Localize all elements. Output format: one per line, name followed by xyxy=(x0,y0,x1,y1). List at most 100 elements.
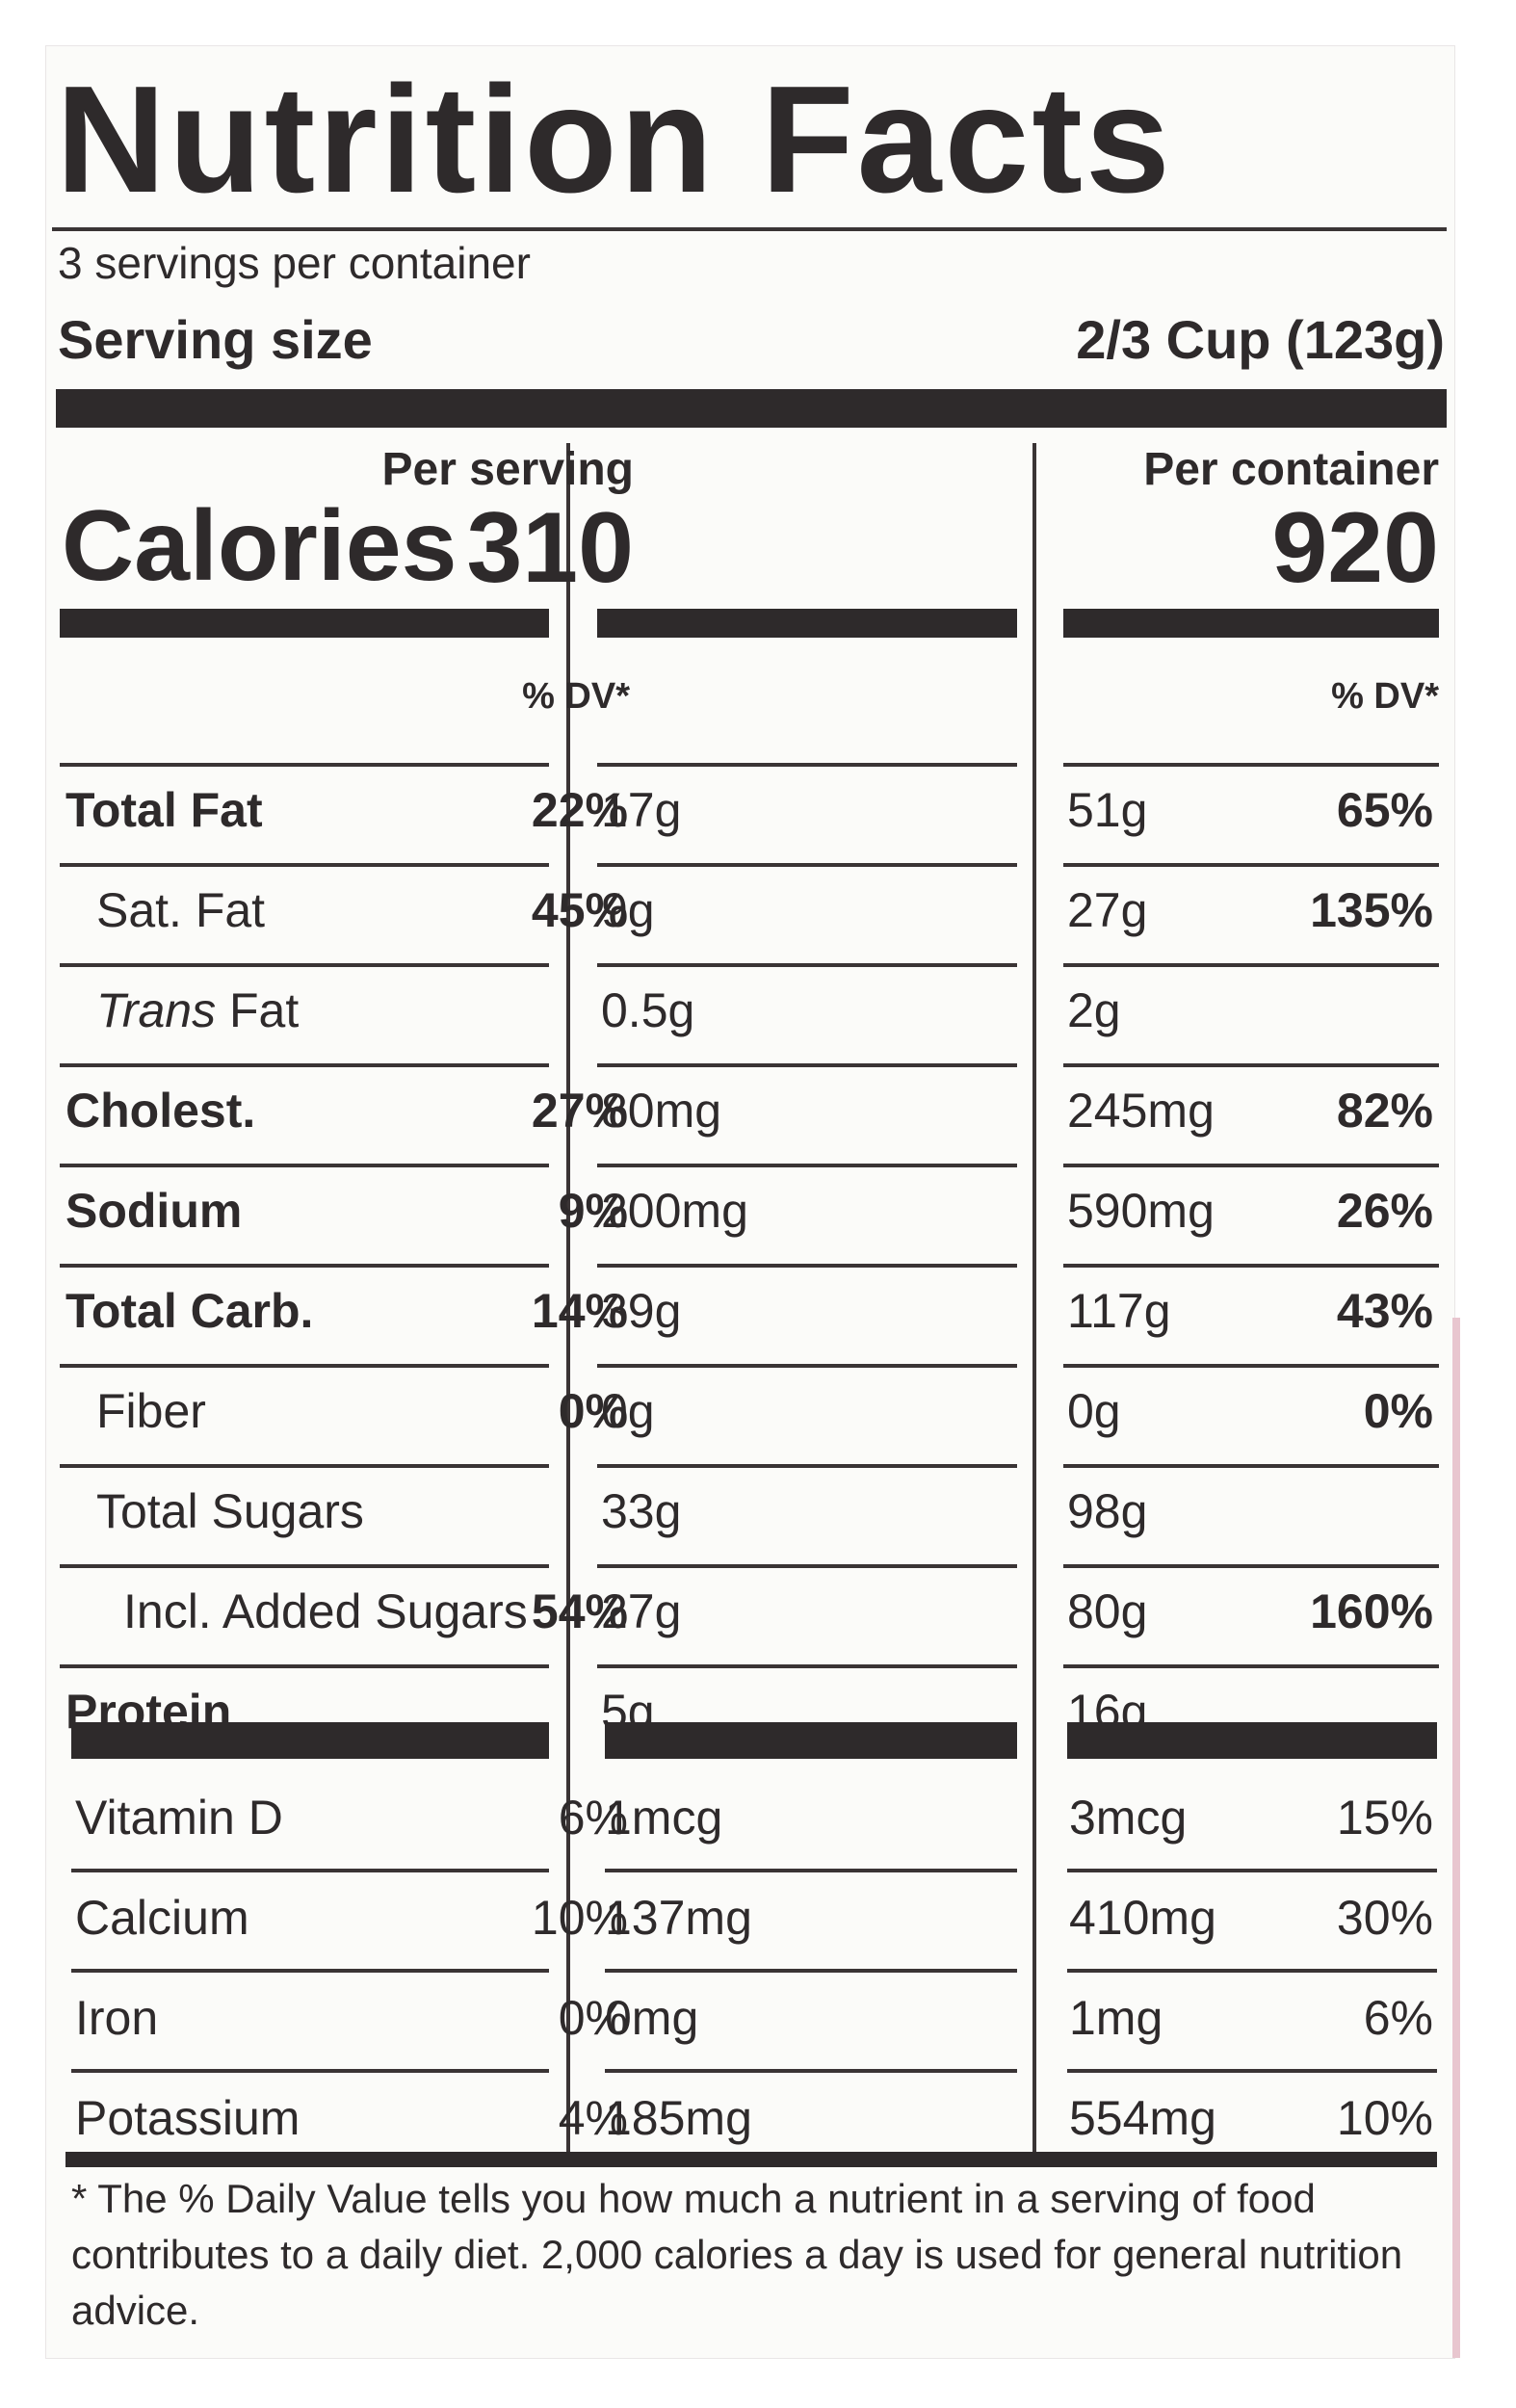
row-rule-left xyxy=(60,1664,549,1668)
serving-size-label: Serving size xyxy=(58,309,373,370)
row-rule-left xyxy=(60,1464,549,1468)
vitamin-bar-mid xyxy=(605,1722,1017,1759)
container-dv: 26% xyxy=(1336,1184,1433,1238)
calories-bar-mid xyxy=(597,609,1017,638)
serving-amount: 17g xyxy=(601,783,682,837)
calories-per-container: 920 xyxy=(1271,492,1439,604)
vitamin-container-dv: 10% xyxy=(1336,2091,1433,2145)
row-rule-left xyxy=(60,963,549,967)
nutrient-name: Total Carb. xyxy=(65,1284,314,1338)
nutrition-label: Nutrition Facts 3 servings per container… xyxy=(46,46,1460,2358)
vitamin-rule-mid xyxy=(605,1869,1017,1872)
footnote-divider xyxy=(65,2152,1437,2167)
container-dv: 82% xyxy=(1336,1084,1433,1138)
container-dv: 135% xyxy=(1310,883,1433,937)
row-rule-mid xyxy=(597,863,1017,867)
vitamin-name: Calcium xyxy=(75,1891,249,1945)
column-divider-2 xyxy=(1032,443,1036,2158)
vitamin-rule-right xyxy=(1067,1969,1437,1973)
vitamin-rule-right xyxy=(1067,2069,1437,2073)
serving-amount: 200mg xyxy=(601,1184,748,1238)
nutrient-name: Total Sugars xyxy=(96,1484,364,1538)
nutrient-name: Incl. Added Sugars xyxy=(123,1584,528,1638)
vitamin-serving-amount: 137mg xyxy=(605,1891,752,1945)
row-rule-mid xyxy=(597,1364,1017,1368)
serving-amount: 80mg xyxy=(601,1084,722,1138)
vitamin-name: Vitamin D xyxy=(75,1791,283,1845)
row-rule-mid xyxy=(597,1464,1017,1468)
row-rule-mid xyxy=(597,763,1017,767)
row-rule-left xyxy=(60,863,549,867)
container-dv: 160% xyxy=(1310,1584,1433,1638)
calories-bar-left xyxy=(60,609,549,638)
vitamin-serving-dv: 4% xyxy=(558,2091,628,2145)
serving-amount: 0.5g xyxy=(601,983,695,1037)
calories-per-serving: 310 xyxy=(466,492,634,604)
serving-amount: 39g xyxy=(601,1284,682,1338)
vitamin-rule-mid xyxy=(605,2069,1017,2073)
row-rule-mid xyxy=(597,963,1017,967)
vitamin-container-amount: 410mg xyxy=(1069,1891,1216,1945)
row-rule-right xyxy=(1063,763,1439,767)
container-amount: 117g xyxy=(1067,1284,1171,1338)
vitamin-bar-right xyxy=(1067,1722,1437,1759)
serving-dv: 27% xyxy=(531,1084,628,1138)
vitamin-serving-dv: 6% xyxy=(558,1791,628,1845)
container-amount: 0g xyxy=(1067,1384,1121,1438)
row-rule-left xyxy=(60,1364,549,1368)
serving-amount: 27g xyxy=(601,1584,682,1638)
container-amount: 590mg xyxy=(1067,1184,1215,1238)
vitamin-serving-amount: 1mcg xyxy=(605,1791,723,1845)
row-rule-right xyxy=(1063,1464,1439,1468)
row-rule-right xyxy=(1063,1063,1439,1067)
nutrient-name-italic: Trans xyxy=(96,983,217,1037)
row-rule-left xyxy=(60,1164,549,1167)
label-title: Nutrition Facts xyxy=(56,55,1173,224)
vitamin-rule-mid xyxy=(605,1969,1017,1973)
nutrient-name: Total Fat xyxy=(65,783,263,837)
row-rule-left xyxy=(60,1063,549,1067)
nutrient-name: Cholest. xyxy=(65,1084,256,1138)
calories-label: Calories xyxy=(62,490,457,602)
column-divider-1 xyxy=(566,443,570,2158)
container-amount: 51g xyxy=(1067,783,1148,837)
serving-amount: 33g xyxy=(601,1484,682,1538)
vitamin-rule-right xyxy=(1067,1869,1437,1872)
row-rule-mid xyxy=(597,1164,1017,1167)
nutrient-name: Sat. Fat xyxy=(96,883,266,937)
serving-dv: 0% xyxy=(558,1384,628,1438)
per-container-header: Per container xyxy=(1143,444,1439,495)
nutrient-name: Trans Fat xyxy=(96,983,300,1037)
row-rule-right xyxy=(1063,963,1439,967)
vitamin-serving-amount: 0mg xyxy=(605,1991,699,2045)
row-rule-right xyxy=(1063,1264,1439,1268)
container-amount: 80g xyxy=(1067,1584,1148,1638)
serving-dv: 14% xyxy=(531,1284,628,1338)
vitamin-bar-left xyxy=(71,1722,549,1759)
container-amount: 245mg xyxy=(1067,1084,1215,1138)
nutrient-name: Sodium xyxy=(65,1184,243,1238)
row-rule-left xyxy=(60,763,549,767)
container-dv: 0% xyxy=(1363,1384,1433,1438)
vitamin-serving-amount: 185mg xyxy=(605,2091,752,2145)
vitamin-rule-left xyxy=(71,1969,549,1973)
container-dv: 43% xyxy=(1336,1284,1433,1338)
per-serving-header: Per serving xyxy=(381,444,634,495)
row-rule-mid xyxy=(597,1264,1017,1268)
row-rule-mid xyxy=(597,1063,1017,1067)
row-rule-right xyxy=(1063,863,1439,867)
title-rule xyxy=(52,227,1447,231)
vitamin-container-dv: 6% xyxy=(1363,1991,1433,2045)
vitamin-rule-left xyxy=(71,1869,549,1872)
serving-dv: 9% xyxy=(558,1184,628,1238)
serving-dv: 54% xyxy=(531,1584,628,1638)
row-rule-right xyxy=(1063,1164,1439,1167)
vitamin-container-amount: 3mcg xyxy=(1069,1791,1188,1845)
vitamin-container-amount: 1mg xyxy=(1069,1991,1163,2045)
row-rule-right xyxy=(1063,1364,1439,1368)
calories-bar-right xyxy=(1063,609,1439,638)
vitamin-serving-dv: 0% xyxy=(558,1991,628,2045)
row-rule-mid xyxy=(597,1564,1017,1568)
container-dv: 65% xyxy=(1336,783,1433,837)
row-rule-right xyxy=(1063,1664,1439,1668)
